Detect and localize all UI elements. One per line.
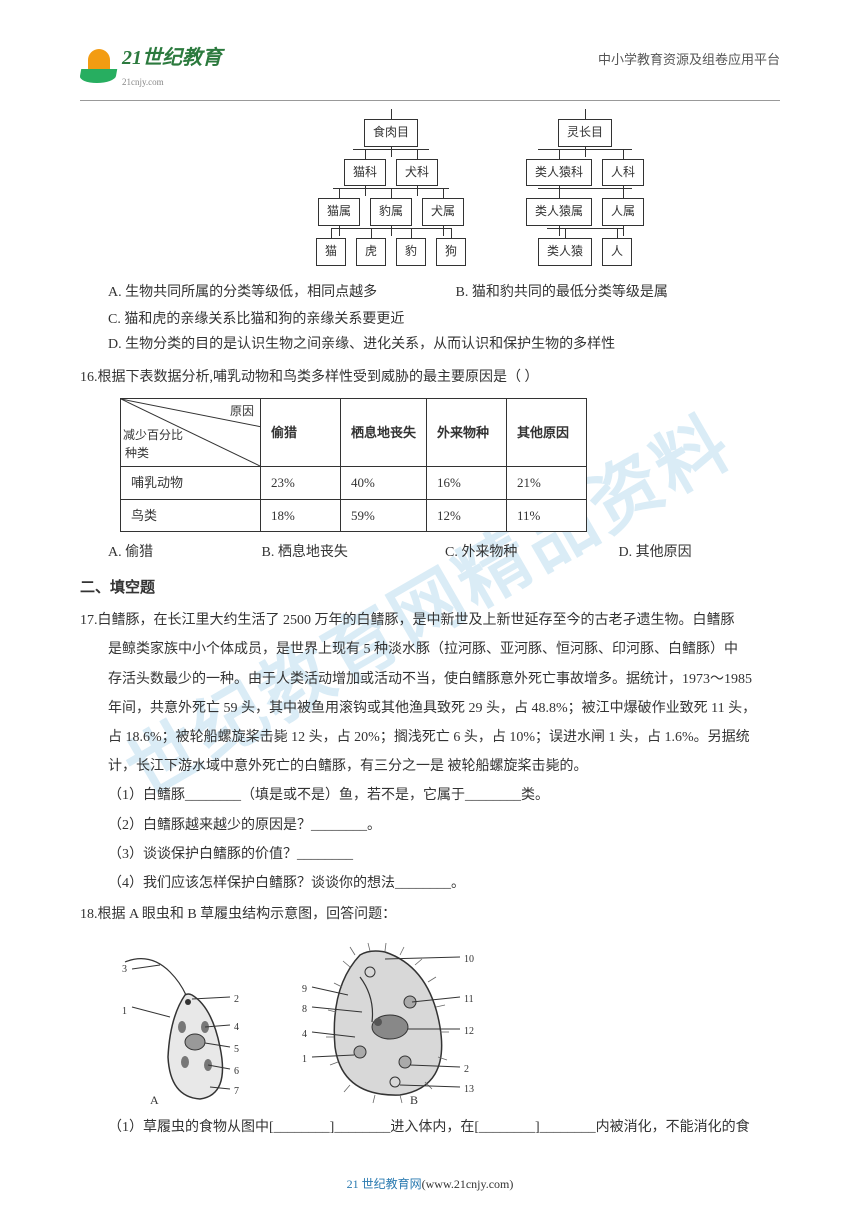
- option-c: C. 猫和虎的亲缘关系比猫和狗的亲缘关系要更近: [108, 307, 448, 332]
- page-header: 21世纪教育 21cnjy.com 中小学教育资源及组卷应用平台: [80, 40, 780, 90]
- diagram-label: 1: [302, 1051, 307, 1069]
- col-header: 外来物种: [427, 399, 507, 467]
- tree-node: 犬科: [396, 159, 438, 187]
- cell-diagrams: 1 3 2 4 5 6 7 A: [120, 937, 780, 1107]
- tree-node: 灵长目: [558, 119, 612, 147]
- diagram-label: 5: [234, 1041, 239, 1059]
- q17-sub: （4）我们应该怎样保护白鳍豚？谈谈你的想法________。: [80, 871, 780, 896]
- taxonomy-trees: 食肉目 猫科 犬科 猫属 豹属 犬属 猫 虎 豹 狗 灵长目 类人猿科 人科: [180, 119, 780, 265]
- table-diagonal-header: 原因 减少百分比 种类: [121, 399, 261, 467]
- diagram-label: 6: [234, 1063, 239, 1081]
- logo: 21世纪教育 21cnjy.com: [80, 40, 222, 90]
- diagram-caption: B: [410, 1090, 418, 1112]
- tree-node: 类人猿: [538, 238, 592, 266]
- euglena-diagram: 1 3 2 4 5 6 7 A: [120, 947, 270, 1107]
- q18-stem: 18.根据 A 眼虫和 B 草履虫结构示意图，回答问题：: [80, 902, 780, 927]
- diagram-label: 11: [464, 991, 474, 1009]
- q18-sub1: （1）草履虫的食物从图中[________]________进入体内，在[___…: [80, 1115, 780, 1140]
- tree-node: 食肉目: [364, 119, 418, 147]
- q17-line: 17.白鳍豚，在长江里大约生活了 2500 万年的白鳍豚，是中新世及上新世延存至…: [80, 608, 780, 633]
- tree-node: 虎: [356, 238, 386, 266]
- tree-node: 猫科: [344, 159, 386, 187]
- q16-table: 原因 减少百分比 种类 偷猎 栖息地丧失 外来物种 其他原因 哺乳动物 23% …: [120, 398, 587, 532]
- tree-node: 豹: [396, 238, 426, 266]
- option-c: C. 外来物种: [445, 540, 615, 565]
- col-header: 其他原因: [507, 399, 587, 467]
- option-a: A. 偷猎: [108, 540, 258, 565]
- diagram-caption: A: [150, 1090, 159, 1112]
- diagram-label: 8: [302, 1001, 307, 1019]
- diagram-label: 4: [302, 1026, 307, 1044]
- option-a: A. 生物共同所属的分类等级低，相同点越多: [108, 280, 448, 305]
- page-footer: 21 世纪教育网(www.21cnjy.com): [0, 1174, 860, 1196]
- q17-sub: （1）白鳍豚________（填是或不是）鱼，若不是，它属于________类。: [80, 783, 780, 808]
- q16-stem: 16.根据下表数据分析,哺乳动物和鸟类多样性受到威胁的最主要原因是（ ）: [80, 365, 780, 390]
- q15-options: A. 生物共同所属的分类等级低，相同点越多 B. 猫和豹共同的最低分类等级是属 …: [80, 280, 780, 358]
- logo-icon: [80, 47, 116, 83]
- table-row: 鸟类 18% 59% 12% 11%: [121, 499, 587, 531]
- footer-url: (www.21cnjy.com): [422, 1177, 514, 1191]
- table-row: 哺乳动物 23% 40% 16% 21%: [121, 467, 587, 499]
- tree-node: 犬属: [422, 198, 464, 226]
- option-b: B. 栖息地丧失: [262, 540, 442, 565]
- col-header: 偷猎: [261, 399, 341, 467]
- diagram-label: 3: [122, 961, 127, 979]
- option-d: D. 生物分类的目的是认识生物之间亲缘、进化关系，从而认识和保护生物的多样性: [108, 332, 615, 357]
- q16-options: A. 偷猎 B. 栖息地丧失 C. 外来物种 D. 其他原因: [80, 540, 780, 565]
- diagram-label: 4: [234, 1019, 239, 1037]
- paramecium-diagram: 9 8 4 1 10 11 12 2 13 B: [300, 937, 490, 1107]
- diagram-label: 2: [464, 1061, 469, 1079]
- q17-sub: （3）谈谈保护白鳍豚的价值？________: [80, 842, 780, 867]
- tree-left: 食肉目 猫科 犬科 猫属 豹属 犬属 猫 虎 豹 狗: [316, 119, 466, 265]
- tree-node: 类人猿科: [526, 159, 592, 187]
- tree-node: 类人猿属: [526, 198, 592, 226]
- col-header: 栖息地丧失: [341, 399, 427, 467]
- tree-node: 人属: [602, 198, 644, 226]
- logo-text: 21世纪教育: [122, 47, 222, 69]
- tree-node: 猫属: [318, 198, 360, 226]
- tree-node: 人科: [602, 159, 644, 187]
- diagram-label: 2: [234, 991, 239, 1009]
- diagram-label: 1: [122, 1003, 127, 1021]
- option-b: B. 猫和豹共同的最低分类等级是属: [456, 280, 668, 305]
- section-2-title: 二、填空题: [80, 575, 780, 602]
- diagram-label: 10: [464, 951, 474, 969]
- diagram-label: 12: [464, 1023, 474, 1041]
- diagram-label: 9: [302, 981, 307, 999]
- tree-right: 灵长目 类人猿科 人科 类人猿属 人属 类人猿 人: [526, 119, 644, 265]
- tree-node: 狗: [436, 238, 466, 266]
- logo-url: 21cnjy.com: [122, 74, 222, 90]
- header-right-text: 中小学教育资源及组卷应用平台: [598, 40, 780, 71]
- header-divider: [80, 100, 780, 101]
- tree-node: 豹属: [370, 198, 412, 226]
- q17: 17.白鳍豚，在长江里大约生活了 2500 万年的白鳍豚，是中新世及上新世延存至…: [80, 608, 780, 896]
- page-content: 21世纪教育 21cnjy.com 中小学教育资源及组卷应用平台 食肉目 猫科 …: [0, 0, 860, 1175]
- footer-brand: 21 世纪教育网: [347, 1177, 422, 1191]
- tree-node: 猫: [316, 238, 346, 266]
- option-d: D. 其他原因: [619, 540, 692, 565]
- q17-sub: （2）白鳍豚越来越少的原因是？________。: [80, 813, 780, 838]
- tree-node: 人: [602, 238, 632, 266]
- diagram-label: 13: [464, 1081, 474, 1099]
- diagram-label: 7: [234, 1083, 239, 1101]
